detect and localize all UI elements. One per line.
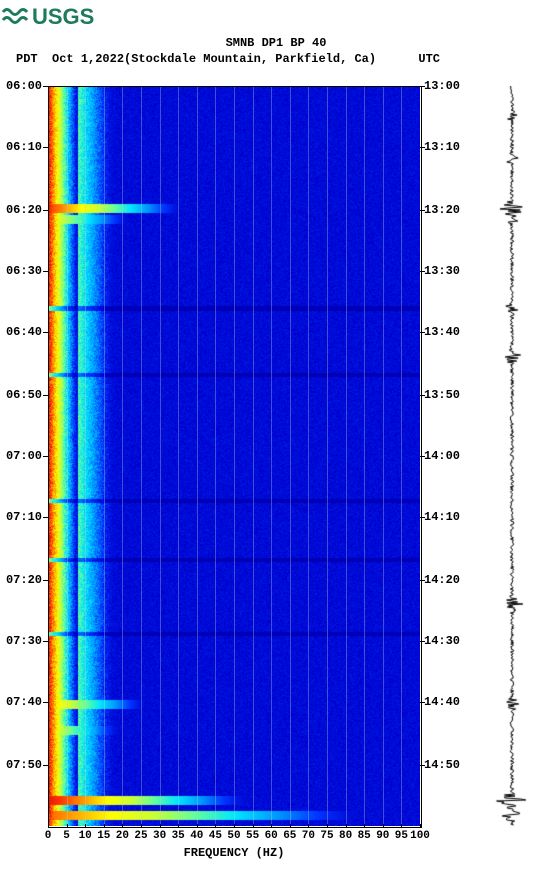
ytick-left: 07:50 <box>0 758 42 772</box>
x-axis-label: FREQUENCY (HZ) <box>48 846 420 860</box>
xtick: 90 <box>376 830 389 842</box>
xtick: 100 <box>410 830 430 842</box>
ytick-left: 07:20 <box>0 573 42 587</box>
ytick-left: 07:30 <box>0 634 42 648</box>
ytick-right: 14:50 <box>424 758 484 772</box>
xtick: 0 <box>45 830 52 842</box>
spectrogram-canvas <box>48 86 420 826</box>
xtick: 30 <box>153 830 166 842</box>
xtick: 75 <box>320 830 333 842</box>
logo-text: USGS <box>32 4 94 30</box>
trace-canvas <box>490 86 534 826</box>
wave-icon <box>2 4 28 30</box>
title-line-1: SMNB DP1 BP 40 <box>0 36 552 50</box>
xtick: 5 <box>63 830 70 842</box>
ytick-left: 06:40 <box>0 325 42 339</box>
ytick-right: 13:00 <box>424 79 484 93</box>
ytick-left: 06:30 <box>0 264 42 278</box>
spectrogram-plot <box>48 86 420 826</box>
ytick-right: 14:20 <box>424 573 484 587</box>
ytick-left: 07:10 <box>0 510 42 524</box>
xtick: 15 <box>97 830 110 842</box>
ytick-right: 14:30 <box>424 634 484 648</box>
xtick: 50 <box>227 830 240 842</box>
xtick: 85 <box>358 830 371 842</box>
xtick: 60 <box>265 830 278 842</box>
ytick-left: 06:50 <box>0 388 42 402</box>
ytick-right: 14:10 <box>424 510 484 524</box>
xtick: 10 <box>79 830 92 842</box>
xtick: 95 <box>395 830 408 842</box>
xtick: 40 <box>190 830 203 842</box>
xtick: 35 <box>172 830 185 842</box>
xtick: 65 <box>283 830 296 842</box>
ytick-right: 14:40 <box>424 695 484 709</box>
xtick: 80 <box>339 830 352 842</box>
ytick-right: 13:20 <box>424 203 484 217</box>
page-root: { "logo": { "text": "USGS", "color": "#1… <box>0 0 552 892</box>
date-label: Oct 1,2022 <box>52 52 124 66</box>
title-line-2: (Stockdale Mountain, Parkfield, Ca) <box>124 52 376 66</box>
xtick: 70 <box>302 830 315 842</box>
tz-left-block: PDT Oct 1,2022(Stockdale Mountain, Parkf… <box>16 52 376 66</box>
y-axis-left: 06:0006:1006:2006:3006:4006:5007:0007:10… <box>0 86 46 826</box>
seismogram-trace <box>490 86 534 826</box>
ytick-left: 06:20 <box>0 203 42 217</box>
ytick-left: 06:00 <box>0 79 42 93</box>
ytick-right: 13:10 <box>424 140 484 154</box>
x-axis: 0510152025303540455055606570758085909510… <box>48 828 420 846</box>
ytick-left: 07:40 <box>0 695 42 709</box>
tz-right-label: UTC <box>418 52 440 66</box>
ytick-right: 13:50 <box>424 388 484 402</box>
title-block: SMNB DP1 BP 40 <box>0 36 552 50</box>
usgs-logo: USGS <box>2 4 94 30</box>
ytick-right: 14:00 <box>424 449 484 463</box>
xtick: 25 <box>134 830 147 842</box>
ytick-left: 07:00 <box>0 449 42 463</box>
xtick: 45 <box>209 830 222 842</box>
xtick: 55 <box>246 830 259 842</box>
ytick-left: 06:10 <box>0 140 42 154</box>
y-axis-right: 13:0013:1013:2013:3013:4013:5014:0014:10… <box>424 86 474 826</box>
ytick-right: 13:30 <box>424 264 484 278</box>
tz-left-label: PDT <box>16 52 38 66</box>
xtick: 20 <box>116 830 129 842</box>
ytick-right: 13:40 <box>424 325 484 339</box>
